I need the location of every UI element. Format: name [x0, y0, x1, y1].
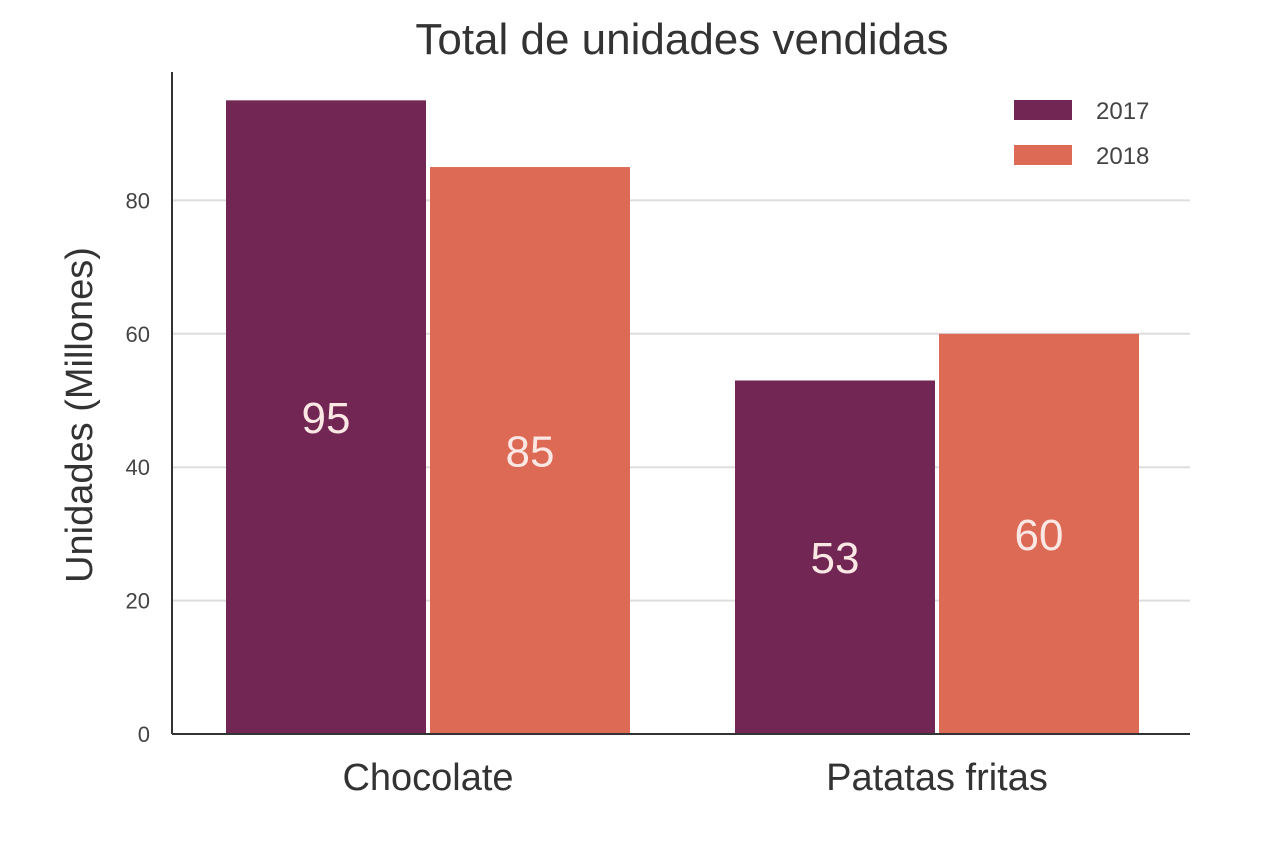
- x-tick-label-chocolate: Chocolate: [342, 757, 513, 799]
- bar-chocolate-2018: [430, 167, 630, 735]
- y-tick-labels: 0 20 40 60 80: [126, 188, 150, 747]
- y-tick-label-80: 80: [126, 188, 150, 213]
- legend-label-2018: 2018: [1096, 143, 1149, 170]
- bar-chocolate-2017: [226, 100, 426, 735]
- bars: 95 85 53 60: [226, 100, 1139, 735]
- x-tick-labels: Chocolate Patatas fritas: [342, 757, 1047, 799]
- x-tick-label-patatas-fritas: Patatas fritas: [826, 757, 1048, 799]
- y-axis-label: Unidades (Millones): [59, 247, 101, 583]
- y-tick-label-0: 0: [138, 722, 150, 747]
- y-tick-label-20: 20: [126, 589, 150, 614]
- chart-title: Total de unidades vendidas: [415, 15, 948, 64]
- bar-value-label-chocolate-2017: 95: [302, 394, 351, 443]
- legend: 2017 2018: [1014, 98, 1149, 170]
- legend-swatch-2017: [1014, 100, 1072, 120]
- bar-patatas-fritas-2017: [735, 380, 935, 734]
- bar-value-label-patatas-fritas-2018: 60: [1015, 511, 1064, 560]
- y-tick-label-60: 60: [126, 322, 150, 347]
- y-tick-label-40: 40: [126, 455, 150, 480]
- bar-value-label-chocolate-2018: 85: [506, 428, 555, 477]
- legend-swatch-2018: [1014, 145, 1072, 165]
- legend-label-2017: 2017: [1096, 98, 1149, 125]
- bar-value-label-patatas-fritas-2017: 53: [811, 534, 860, 583]
- bar-patatas-fritas-2018: [939, 333, 1139, 734]
- axes: [171, 72, 1190, 735]
